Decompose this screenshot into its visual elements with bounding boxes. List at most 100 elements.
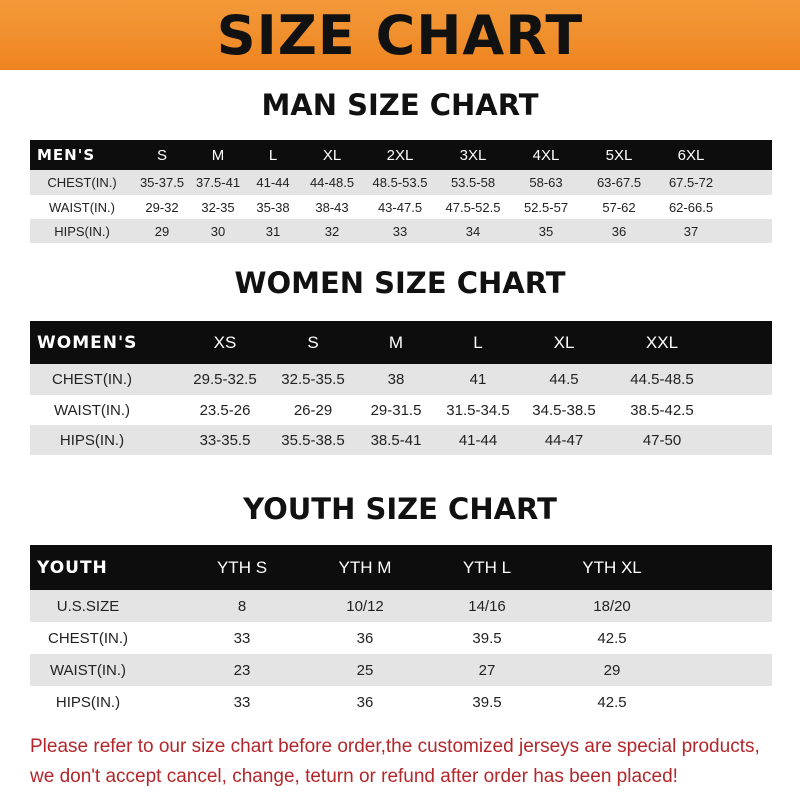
table-cell: 41-44 [256, 175, 290, 190]
table-cell: 38.5-42.5 [630, 401, 694, 419]
table-cell: 37.5-41 [195, 175, 241, 190]
table-cell: 23 [233, 661, 251, 679]
table-row: HIPS(IN.) 29 30 31 32 33 34 35 36 37 [30, 219, 772, 243]
table-cell: 48.5-53.5 [372, 175, 428, 190]
table-cell: 58-63 [529, 175, 563, 190]
banner-title: SIZE CHART [216, 3, 584, 67]
table-cell: 8 [237, 597, 247, 615]
table-cell: 14/16 [468, 597, 506, 615]
table-cell: 29-32 [145, 199, 179, 215]
row-label: WAIST(IN.) [49, 661, 127, 679]
table-title-cell: MEN'S [37, 146, 96, 164]
table-cell: 44-48.5 [309, 175, 355, 190]
table-cell: 57-62 [602, 199, 636, 215]
table-cell: 42.5 [597, 629, 627, 647]
size-header-cell: YTH S [216, 557, 268, 577]
table-cell: 29-31.5 [370, 401, 422, 419]
table-cell: 36 [356, 629, 374, 647]
table-cell: 44.5 [549, 371, 579, 388]
table-cell: 35-38 [256, 199, 290, 215]
row-label: U.S.SIZE [56, 597, 120, 615]
table-cell: 38 [387, 371, 405, 388]
size-header-cell: 2XL [386, 146, 414, 164]
table-cell: 36 [611, 223, 627, 239]
table-cell: 47-50 [642, 431, 682, 449]
row-label: HIPS(IN.) [54, 223, 110, 239]
table-cell: 63-67.5 [596, 175, 642, 190]
size-header-cell: S [307, 332, 319, 352]
size-header-cell: 3XL [459, 146, 487, 164]
table-cell: 33-35.5 [199, 431, 251, 449]
size-header-cell: XXL [645, 332, 679, 352]
table-cell: 33 [233, 693, 251, 711]
size-header-cell: M [211, 146, 225, 164]
table-cell: 10/12 [346, 597, 384, 615]
youth-section-title: YOUTH SIZE CHART [243, 492, 557, 526]
size-chart-banner: SIZE CHART [0, 0, 800, 70]
size-header-cell: XL [322, 146, 342, 164]
table-cell: 42.5 [597, 693, 627, 711]
size-header-cell: XS [213, 332, 237, 352]
table-row: WAIST(IN.) 29-32 32-35 35-38 38-43 43-47.5 47.… [30, 195, 772, 219]
table-cell: 38-43 [315, 199, 349, 215]
table-cell: 32.5-35.5 [281, 371, 345, 388]
women-section-title: WOMEN SIZE CHART [234, 266, 566, 300]
table-row: HIPS(IN.) 33 36 39.5 42.5 [30, 686, 772, 718]
table-cell: 35 [538, 223, 554, 239]
table-header-row: WOMEN'S XS S M L XL XXL [30, 321, 772, 364]
table-cell: 41 [469, 371, 487, 388]
table-row: CHEST(IN.) 35-37.5 37.5-41 41-44 44-48.5 48.5… [30, 170, 772, 195]
table-header-row: YOUTH YTH S YTH M YTH L YTH XL [30, 545, 772, 590]
size-header-cell: L [473, 332, 483, 352]
size-header-cell: XL [553, 332, 575, 352]
table-cell: 34 [465, 223, 481, 239]
size-header-cell: 4XL [532, 146, 560, 164]
table-cell: 36 [356, 693, 374, 711]
table-row: CHEST(IN.) 29.5-32.5 32.5-35.5 38 41 44.5 44.5… [30, 364, 772, 395]
table-title-cell: WOMEN'S [37, 332, 138, 353]
table-cell: 35-37.5 [139, 175, 185, 190]
table-cell: 23.5-26 [199, 401, 251, 419]
size-header-cell: S [156, 146, 168, 164]
table-cell: 29 [154, 223, 170, 239]
size-header-cell: YTH M [338, 557, 392, 577]
table-cell: 32-35 [201, 199, 235, 215]
row-label: CHEST(IN.) [48, 629, 128, 647]
size-header-cell: YTH L [462, 557, 512, 577]
table-cell: 44.5-48.5 [630, 371, 694, 388]
women-size-table: WOMEN'S XS S M L XL XXL CHEST(IN.) 29.5-32.5 32.5… [30, 321, 772, 455]
table-cell: 38.5-41 [370, 431, 422, 449]
order-notice-line-2: we don't accept cancel, change, teturn o… [30, 766, 678, 787]
table-cell: 29 [603, 661, 621, 679]
size-header-cell: 5XL [605, 146, 633, 164]
table-cell: 30 [210, 223, 226, 239]
table-title-cell: YOUTH [37, 557, 108, 578]
table-cell: 39.5 [472, 629, 502, 647]
table-cell: 33 [233, 629, 251, 647]
table-row: U.S.SIZE 8 10/12 14/16 18/20 [30, 590, 772, 622]
table-cell: 44-47 [544, 431, 584, 449]
size-header-cell: 6XL [677, 146, 705, 164]
table-row: HIPS(IN.) 33-35.5 35.5-38.5 38.5-41 41-44 44-… [30, 425, 772, 455]
row-label: CHEST(IN.) [52, 371, 132, 388]
men-size-table: MEN'S S M L XL 2XL 3XL 4XL 5XL 6XL CHEST(IN.) 35-37… [30, 140, 772, 243]
size-header-cell: YTH XL [582, 557, 642, 577]
table-cell: 29.5-32.5 [193, 371, 257, 388]
table-cell: 32 [324, 223, 340, 239]
row-label: CHEST(IN.) [47, 175, 117, 190]
table-cell: 35.5-38.5 [281, 431, 345, 449]
table-row: WAIST(IN.) 23.5-26 26-29 29-31.5 31.5-34.5 34… [30, 395, 772, 425]
row-label: WAIST(IN.) [49, 199, 115, 215]
table-cell: 27 [478, 661, 496, 679]
table-cell: 34.5-38.5 [532, 401, 596, 419]
table-cell: 31 [265, 223, 281, 239]
table-cell: 52.5-57 [523, 199, 569, 215]
row-label: HIPS(IN.) [55, 693, 121, 711]
men-section-title: MAN SIZE CHART [261, 88, 539, 122]
table-cell: 62-66.5 [668, 199, 714, 215]
table-row: WAIST(IN.) 23 25 27 29 [30, 654, 772, 686]
table-header-row: MEN'S S M L XL 2XL 3XL 4XL 5XL 6XL [30, 140, 772, 170]
table-cell: 43-47.5 [377, 199, 423, 215]
table-cell: 47.5-52.5 [445, 199, 501, 215]
table-cell: 26-29 [293, 401, 333, 419]
